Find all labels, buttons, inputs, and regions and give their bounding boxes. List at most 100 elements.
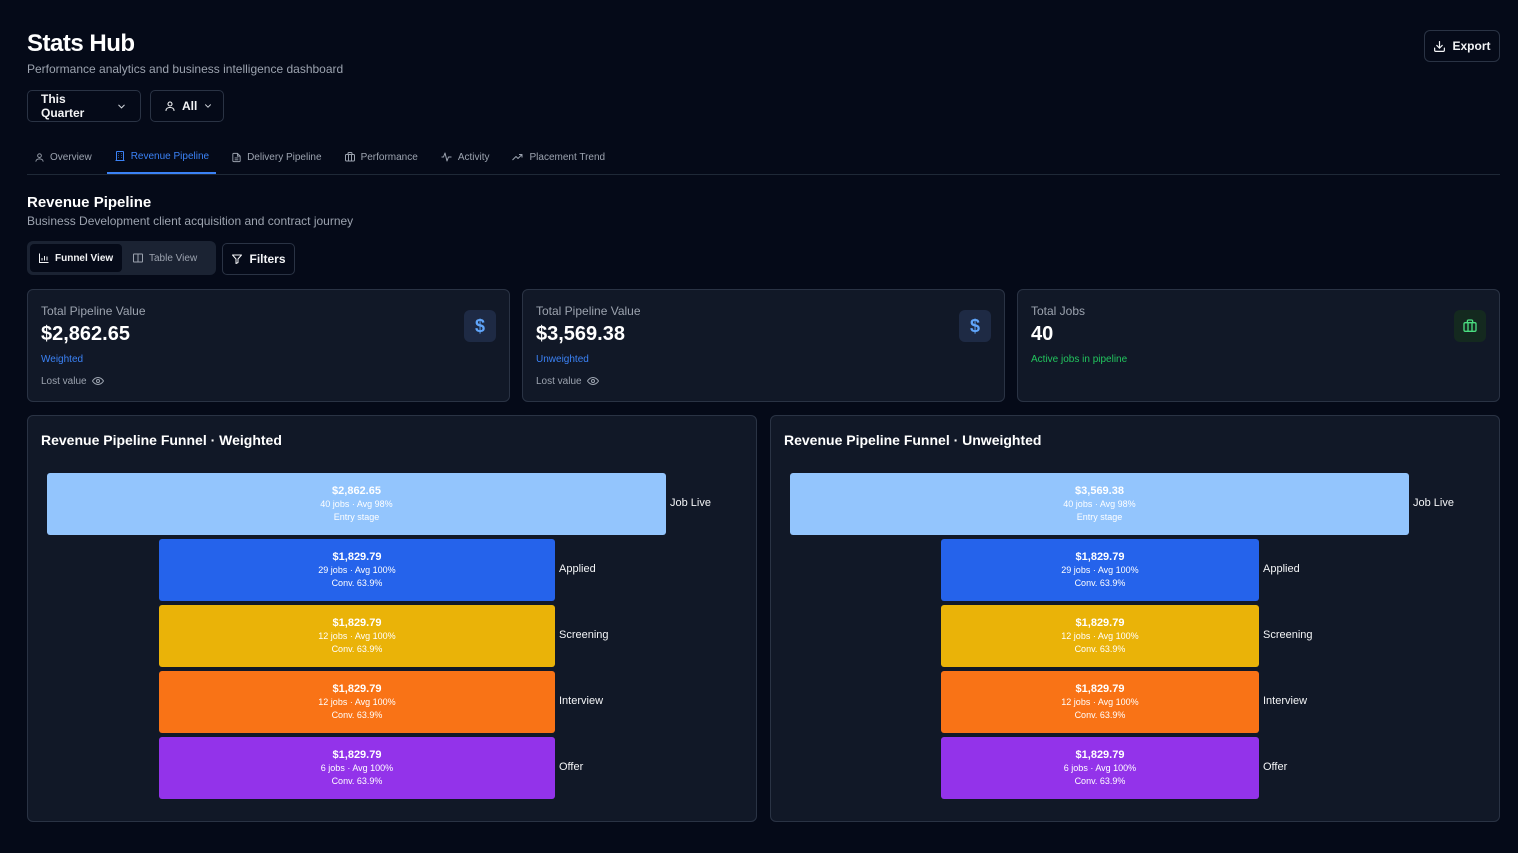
stat-card-weighted: Total Pipeline Value $2,862.65 Weighted … <box>27 289 510 402</box>
stage-value: $1,829.79 <box>1075 682 1125 695</box>
stat-value: 40 <box>1031 323 1054 345</box>
stage-value: $1,829.79 <box>1075 748 1125 761</box>
stage-detail: 6 jobs · Avg 100% <box>1063 762 1137 773</box>
stage-value: $1,829.79 <box>1075 550 1125 563</box>
stat-card-total-jobs: Total Jobs 40 Active jobs in pipeline <box>1017 289 1500 402</box>
tab-activity[interactable]: Activity <box>433 140 497 174</box>
building-icon <box>114 150 126 162</box>
stat-label: Total Pipeline Value <box>41 304 146 318</box>
filter-icon <box>231 253 243 265</box>
funnel-stage-label: Interview <box>559 695 604 707</box>
briefcase-icon <box>344 151 356 163</box>
funnel-stage-screening[interactable]: $1,829.79 12 jobs · Avg 100% Conv. 63.9% <box>159 605 555 667</box>
funnel-stage-offer[interactable]: $1,829.79 6 jobs · Avg 100% Conv. 63.9% <box>941 737 1259 799</box>
export-button[interactable]: Export <box>1424 30 1500 62</box>
tab-bar: Overview Revenue Pipeline Delivery Pipel… <box>27 140 1500 175</box>
stage-detail: 12 jobs · Avg 100% <box>1061 630 1139 641</box>
stage-value: $1,829.79 <box>332 682 382 695</box>
filter-row: This Quarter All <box>27 90 224 122</box>
stage-conversion: Entry stage <box>1076 511 1123 522</box>
tab-performance[interactable]: Performance <box>337 140 425 174</box>
funnel-stage-label: Job Live <box>670 497 711 509</box>
section-title: Revenue Pipeline <box>27 194 152 211</box>
stat-label: Total Pipeline Value <box>536 304 641 318</box>
pulse-icon <box>440 151 453 163</box>
funnel-stage-interview[interactable]: $1,829.79 12 jobs · Avg 100% Conv. 63.9% <box>159 671 555 733</box>
chevron-down-icon <box>203 101 213 111</box>
funnel-card-weighted: Revenue Pipeline Funnel · Weighted $2,86… <box>27 415 757 822</box>
tab-placement-trend[interactable]: Placement Trend <box>504 140 612 174</box>
stage-detail: 40 jobs · Avg 98% <box>320 498 393 509</box>
export-label: Export <box>1452 39 1491 53</box>
tab-label: Placement Trend <box>529 151 606 163</box>
stage-conversion: Conv. 63.9% <box>331 775 383 786</box>
stage-conversion: Conv. 63.9% <box>1074 577 1126 588</box>
funnel-card-unweighted: Revenue Pipeline Funnel · Unweighted $3,… <box>770 415 1500 822</box>
tab-label: Revenue Pipeline <box>130 150 210 162</box>
section-subtitle: Business Development client acquisition … <box>27 214 354 228</box>
stage-conversion: Entry stage <box>333 511 380 522</box>
funnel-view-label: Funnel View <box>55 252 114 264</box>
lost-value-label: Lost value <box>41 375 87 387</box>
bar-chart-icon <box>38 252 50 264</box>
tab-revenue-pipeline[interactable]: Revenue Pipeline <box>106 140 217 174</box>
eye-icon <box>91 375 104 387</box>
stage-value: $1,829.79 <box>332 748 382 761</box>
funnel-stage-label: Screening <box>1263 629 1313 641</box>
tab-delivery-pipeline[interactable]: Delivery Pipeline <box>224 140 328 174</box>
stat-value: $2,862.65 <box>41 323 130 345</box>
stage-detail: 6 jobs · Avg 100% <box>320 762 394 773</box>
page-header: Stats Hub Performance analytics and busi… <box>27 30 343 76</box>
stage-conversion: Conv. 63.9% <box>1074 709 1126 720</box>
tab-label: Overview <box>50 151 92 163</box>
funnel-stage-label: Job Live <box>1413 497 1454 509</box>
stage-conversion: Conv. 63.9% <box>331 643 383 654</box>
user-icon <box>164 100 176 112</box>
funnel-stage-interview[interactable]: $1,829.79 12 jobs · Avg 100% Conv. 63.9% <box>941 671 1259 733</box>
lost-value-toggle[interactable]: Lost value <box>41 375 496 387</box>
funnel-stage-job-live[interactable]: $2,862.65 40 jobs · Avg 98% Entry stage <box>47 473 666 535</box>
funnel-view-button[interactable]: Funnel View <box>30 244 122 272</box>
briefcase-icon <box>1454 310 1486 342</box>
funnel-title: Revenue Pipeline Funnel · Weighted <box>41 432 282 448</box>
funnel-title: Revenue Pipeline Funnel · Unweighted <box>784 432 1042 448</box>
download-icon <box>1433 40 1446 53</box>
lost-value-toggle[interactable]: Lost value <box>536 375 991 387</box>
stage-conversion: Conv. 63.9% <box>331 709 383 720</box>
funnel-stage-offer[interactable]: $1,829.79 6 jobs · Avg 100% Conv. 63.9% <box>159 737 555 799</box>
app-title: Stats Hub <box>27 30 135 57</box>
table-view-button[interactable]: Table View <box>124 244 212 272</box>
user-select[interactable]: All <box>150 90 224 122</box>
funnel-stage-label: Screening <box>559 629 609 641</box>
funnel-stage-applied[interactable]: $1,829.79 29 jobs · Avg 100% Conv. 63.9% <box>941 539 1259 601</box>
user-icon <box>34 152 45 163</box>
funnel-stage-label: Offer <box>559 761 584 773</box>
funnel-stage-label: Applied <box>1263 563 1300 575</box>
funnel-stage-job-live[interactable]: $3,569.38 40 jobs · Avg 98% Entry stage <box>790 473 1409 535</box>
stage-conversion: Conv. 63.9% <box>1074 775 1126 786</box>
eye-icon <box>586 375 599 387</box>
tab-label: Performance <box>360 151 418 163</box>
stage-detail: 40 jobs · Avg 98% <box>1063 498 1136 509</box>
tab-label: Activity <box>457 151 490 163</box>
stage-value: $1,829.79 <box>332 550 382 563</box>
chevron-down-icon <box>116 101 127 112</box>
stat-note: Unweighted <box>536 354 589 365</box>
funnel-stage-applied[interactable]: $1,829.79 29 jobs · Avg 100% Conv. 63.9% <box>159 539 555 601</box>
tab-overview[interactable]: Overview <box>27 140 99 174</box>
funnel-stage-screening[interactable]: $1,829.79 12 jobs · Avg 100% Conv. 63.9% <box>941 605 1259 667</box>
funnel-stage-label: Offer <box>1263 761 1288 773</box>
period-select[interactable]: This Quarter <box>27 90 141 122</box>
stage-value: $3,569.38 <box>1075 484 1124 497</box>
stage-conversion: Conv. 63.9% <box>331 577 383 588</box>
table-view-label: Table View <box>149 252 198 264</box>
stage-detail: 12 jobs · Avg 100% <box>1061 696 1139 707</box>
app-subtitle: Performance analytics and business intel… <box>27 62 344 76</box>
stage-detail: 29 jobs · Avg 100% <box>318 564 396 575</box>
funnel-stage-label: Applied <box>559 563 596 575</box>
period-select-label: This Quarter <box>41 92 85 120</box>
filters-button[interactable]: Filters <box>222 243 295 275</box>
tab-label: Delivery Pipeline <box>247 151 322 163</box>
user-select-label: All <box>182 99 198 113</box>
stage-value: $1,829.79 <box>332 616 382 629</box>
